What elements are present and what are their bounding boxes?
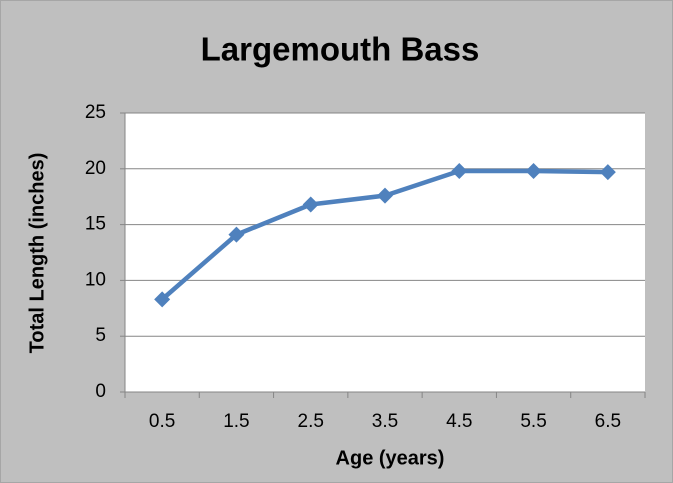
y-tick-label: 25 bbox=[85, 102, 106, 123]
data-point bbox=[599, 164, 616, 181]
y-tick-label: 15 bbox=[85, 214, 106, 235]
data-point bbox=[451, 163, 468, 180]
y-tick-label: 5 bbox=[95, 325, 106, 346]
data-point bbox=[525, 163, 542, 180]
y-tick-label: 0 bbox=[95, 381, 106, 402]
x-tick-label: 1.5 bbox=[223, 411, 249, 432]
x-tick-label: 6.5 bbox=[595, 411, 621, 432]
data-point bbox=[377, 187, 393, 204]
x-tick-label: 4.5 bbox=[446, 411, 472, 432]
data-point bbox=[228, 226, 245, 243]
x-tick-label: 0.5 bbox=[149, 411, 175, 432]
data-point bbox=[302, 196, 319, 213]
x-tick-label: 2.5 bbox=[298, 411, 324, 432]
y-axis-label: Total Length (inches) bbox=[26, 153, 48, 354]
y-tick-label: 10 bbox=[85, 269, 106, 290]
plot-area bbox=[125, 113, 645, 392]
x-tick-label: 5.5 bbox=[520, 411, 546, 432]
chart-title: Largemouth Bass bbox=[201, 31, 480, 68]
y-tick-label: 20 bbox=[85, 158, 106, 179]
data-point bbox=[154, 291, 171, 308]
x-tick-label: 3.5 bbox=[372, 411, 398, 432]
x-axis-label: Age (years) bbox=[336, 447, 445, 469]
